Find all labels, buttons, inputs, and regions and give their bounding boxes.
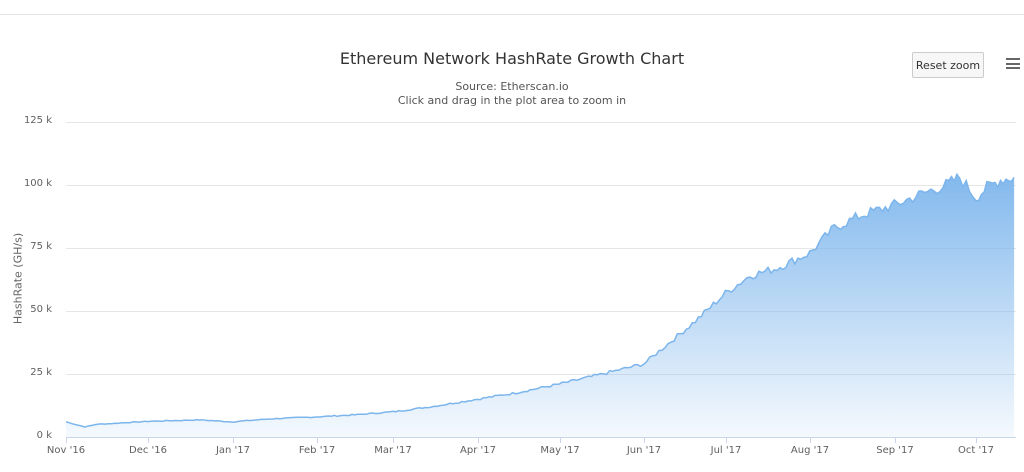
y-tick-label: 75 k <box>30 241 52 252</box>
x-tick-label: Mar '17 <box>374 445 412 456</box>
top-divider <box>0 14 1024 15</box>
x-tick-label: Dec '16 <box>128 445 168 456</box>
y-tick-label: 25 k <box>30 367 52 378</box>
y-tick-label: 0 k <box>36 430 52 441</box>
reset-zoom-button[interactable]: Reset zoom <box>912 52 984 78</box>
y-tick-label: 100 k <box>23 178 52 189</box>
x-tick-marks <box>66 437 977 443</box>
hamburger-menu-icon[interactable] <box>1006 58 1020 69</box>
x-tick-label: Jul '17 <box>710 445 742 456</box>
x-tick-label: Oct '17 <box>958 445 994 456</box>
x-tick-label: May '17 <box>540 445 580 456</box>
chart-subtitle: Source: Etherscan.io <box>455 80 569 93</box>
hashrate-line <box>65 172 1015 428</box>
y-tick-label: 50 k <box>30 304 52 315</box>
x-tick-label: Jun '17 <box>626 445 662 456</box>
x-tick-label: Aug '17 <box>790 445 830 456</box>
hashrate-area <box>66 174 1015 438</box>
chart-title: Ethereum Network HashRate Growth Chart <box>339 49 685 68</box>
x-tick-label: Nov '16 <box>46 445 86 456</box>
zoom-instruction: Click and drag in the plot area to zoom … <box>397 94 627 107</box>
y-tick-label: 125 k <box>23 115 52 126</box>
x-tick-label: Sep '17 <box>876 445 914 456</box>
x-tick-label: Apr '17 <box>460 445 496 456</box>
x-tick-label: Feb '17 <box>298 445 336 456</box>
x-tick-label: Jan '17 <box>215 445 251 456</box>
